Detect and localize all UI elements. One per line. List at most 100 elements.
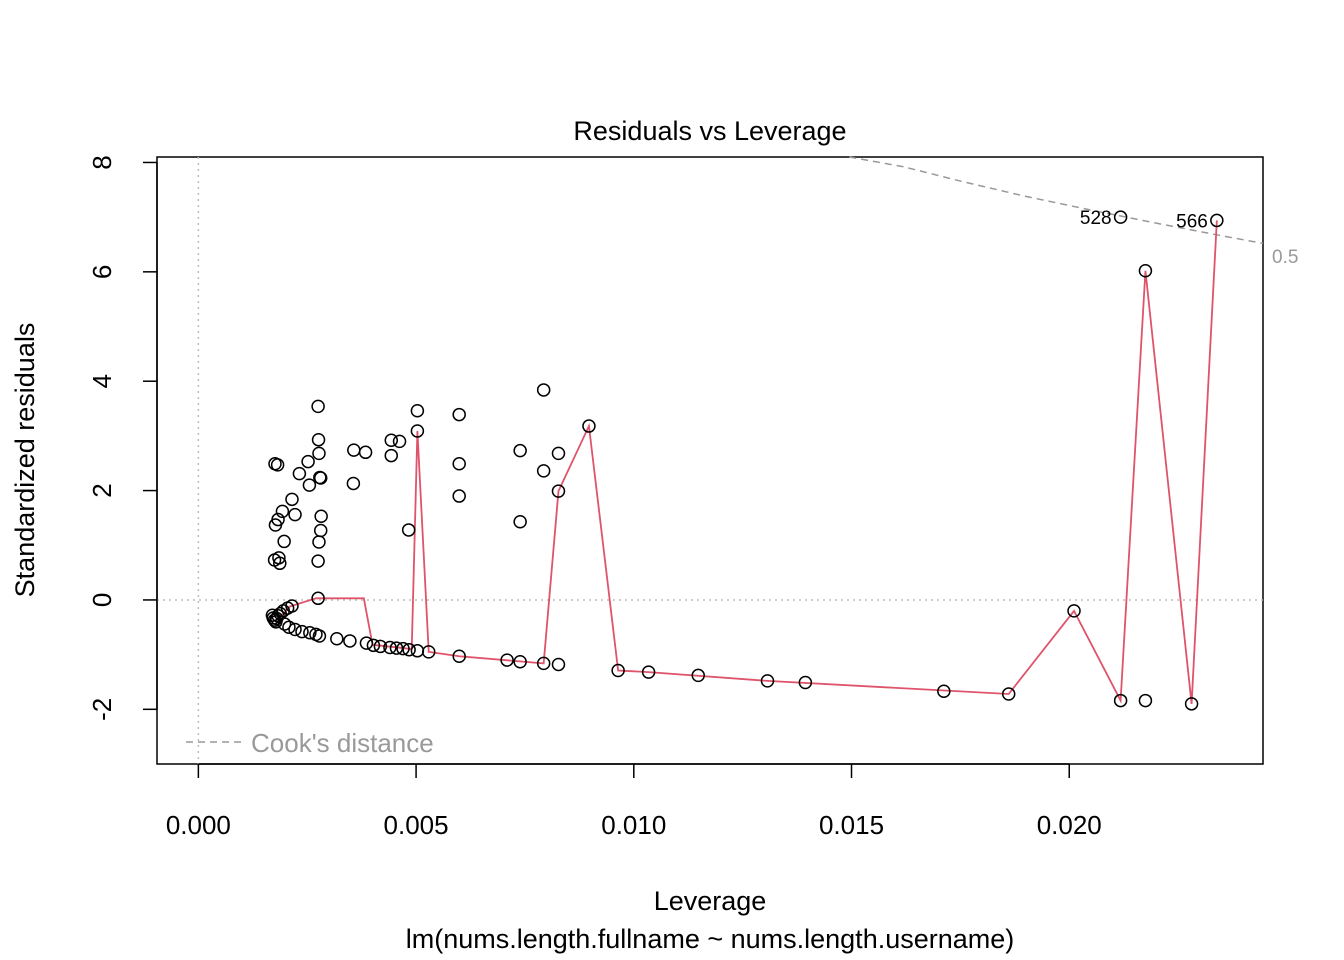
data-point <box>312 535 326 549</box>
data-point <box>311 399 325 414</box>
y-axis: -2 0 2 4 6 8 <box>87 155 158 721</box>
x-tick-label: 0.020 <box>1037 810 1102 840</box>
data-point <box>551 657 566 672</box>
x-axis-label: Leverage <box>654 886 767 916</box>
chart-subtitle: lm(nums.length.fullname ~ nums.length.us… <box>406 924 1015 954</box>
y-tick-label: 0 <box>87 593 117 607</box>
data-point <box>373 639 388 654</box>
data-point <box>402 642 416 657</box>
data-point <box>500 653 514 667</box>
point-label: 566 <box>1176 211 1208 232</box>
data-point <box>288 507 302 522</box>
y-tick-label: 2 <box>87 483 117 497</box>
data-point <box>384 448 399 463</box>
data-point <box>288 622 302 637</box>
data-point <box>389 641 404 655</box>
point-labels: 528 566 <box>1080 208 1208 232</box>
y-axis-label: Standardized residuals <box>10 323 40 598</box>
data-point <box>347 443 361 457</box>
data-point <box>937 684 951 699</box>
data-point <box>277 534 291 549</box>
data-point <box>1067 604 1081 618</box>
data-point <box>798 675 813 690</box>
data-point <box>452 489 466 503</box>
data-point <box>1184 697 1199 711</box>
data-point <box>313 471 328 485</box>
data-point <box>383 640 397 655</box>
cooks-level-label: 0.5 <box>1272 247 1298 268</box>
data-point <box>551 484 566 498</box>
data-point <box>410 644 425 658</box>
data-point <box>270 458 285 472</box>
data-point <box>1138 263 1153 278</box>
data-point <box>366 638 381 653</box>
data-point <box>452 457 466 471</box>
data-point <box>1001 687 1016 701</box>
x-tick-label: 0.000 <box>166 810 231 840</box>
data-point <box>1138 693 1153 708</box>
data-point <box>312 446 326 461</box>
data-point <box>536 656 551 671</box>
data-point <box>302 478 317 492</box>
data-point <box>611 663 625 678</box>
data-point <box>313 523 328 538</box>
data-point <box>343 634 357 648</box>
data-point <box>295 624 309 639</box>
data-point <box>271 512 285 527</box>
legend-cooks-label: Cook's distance <box>251 728 434 758</box>
x-tick-label: 0.005 <box>384 810 449 840</box>
smoother-line <box>276 220 1218 704</box>
data-point <box>513 654 527 669</box>
y-tick-label: -2 <box>87 698 117 721</box>
data-point <box>513 443 527 458</box>
data-point <box>282 620 296 635</box>
data-point <box>536 383 551 397</box>
data-point <box>582 419 596 433</box>
data-point <box>452 649 466 664</box>
plot-frame <box>156 156 1264 765</box>
data-point <box>330 632 344 646</box>
cooks-distance-line <box>849 156 1264 245</box>
data-point <box>396 641 410 656</box>
data-point <box>311 591 325 606</box>
data-point <box>384 433 399 448</box>
y-tick-label: 8 <box>87 155 117 169</box>
x-tick-label: 0.010 <box>601 810 666 840</box>
data-point <box>301 454 315 469</box>
data-point <box>285 492 299 507</box>
data-point <box>452 407 466 422</box>
data-point <box>392 434 407 449</box>
data-point <box>410 403 425 418</box>
y-tick-label: 6 <box>87 265 117 279</box>
data-point <box>410 424 425 438</box>
chart-title: Residuals vs Leverage <box>573 116 846 146</box>
y-tick-label: 4 <box>87 374 117 388</box>
data-point <box>513 514 527 529</box>
data-point <box>346 476 361 491</box>
data-point <box>359 636 374 650</box>
data-point <box>273 556 287 571</box>
data-point <box>641 665 656 679</box>
data-point <box>1113 210 1128 224</box>
data-point <box>311 554 325 568</box>
data-point <box>314 509 328 524</box>
data-point <box>303 626 317 640</box>
x-axis: 0.000 0.005 0.010 0.015 0.020 <box>166 763 1102 840</box>
data-point <box>292 466 307 481</box>
reference-lines <box>157 157 1263 764</box>
data-points <box>265 210 1224 711</box>
point-label: 528 <box>1080 208 1112 229</box>
smoother-path <box>276 220 1218 704</box>
data-point <box>421 645 436 659</box>
data-point <box>1210 213 1224 228</box>
data-point <box>311 432 326 447</box>
data-point <box>536 464 551 478</box>
data-point <box>401 523 416 537</box>
data-point <box>358 445 373 460</box>
data-point <box>551 446 566 461</box>
x-tick-label: 0.015 <box>819 810 884 840</box>
data-point <box>277 617 292 631</box>
data-point <box>312 629 327 643</box>
data-point <box>691 668 705 683</box>
